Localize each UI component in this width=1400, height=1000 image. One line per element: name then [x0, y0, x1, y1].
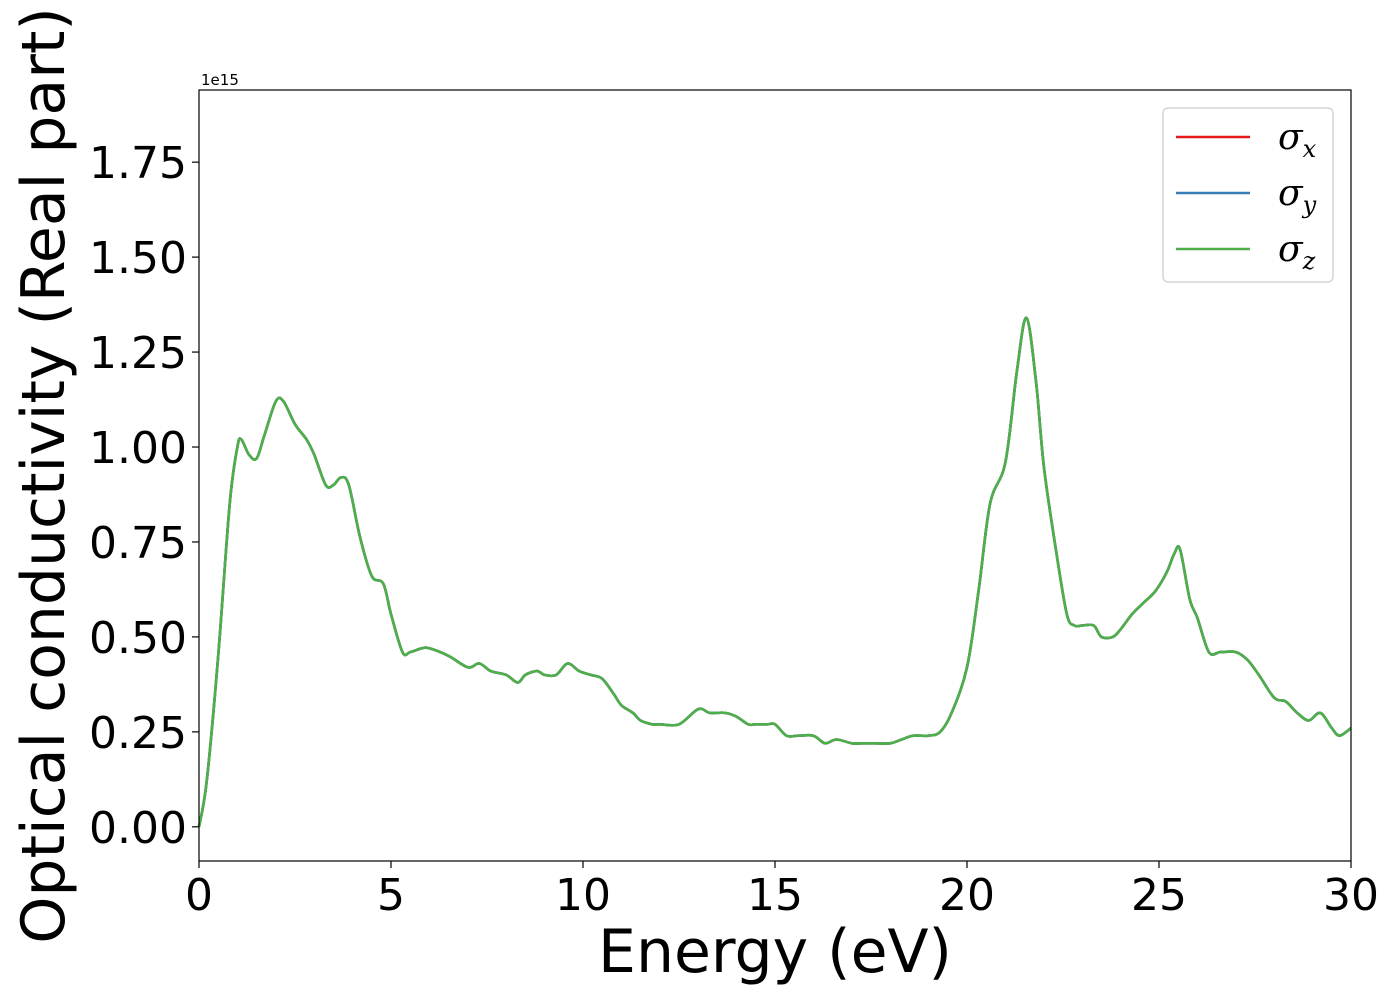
y-tick-label: 1.50	[89, 233, 187, 284]
y-tick-label: 1.25	[89, 328, 187, 379]
x-axis-title: Energy (eV)	[598, 917, 952, 987]
y-tick-label: 0.00	[89, 803, 187, 854]
y-tick-label: 0.25	[89, 708, 187, 759]
x-tick-label: 30	[1323, 870, 1379, 921]
y-tick-label: 1.00	[89, 423, 187, 474]
legend-label: σx	[1278, 117, 1317, 163]
x-tick-label: 0	[185, 870, 213, 921]
legend-label: σy	[1278, 173, 1317, 219]
x-tick-label: 25	[1131, 870, 1187, 921]
x-tick-label: 20	[939, 870, 995, 921]
x-tick-label: 15	[747, 870, 803, 921]
y-tick-label: 0.75	[89, 518, 187, 569]
legend-box	[1162, 107, 1334, 283]
series-line-sigma-y	[197, 316, 1352, 828]
y-tick-label: 0.50	[89, 613, 187, 664]
series-lines	[197, 316, 1352, 828]
x-axis: 0 5 10 15 20 25 30	[185, 861, 1379, 921]
y-axis: 0.00 0.25 0.50 0.75 1.00 1.25 1.50 1.75	[89, 138, 199, 854]
x-tick-label: 5	[377, 870, 405, 921]
series-line-sigma-z	[197, 316, 1352, 828]
y-axis-title: Optical conductivity (Real part)	[9, 7, 79, 944]
y-offset-label: 1e15	[201, 71, 239, 89]
x-tick-label: 10	[555, 870, 611, 921]
y-tick-label: 1.75	[89, 138, 187, 189]
series-line-sigma-x	[197, 316, 1352, 828]
